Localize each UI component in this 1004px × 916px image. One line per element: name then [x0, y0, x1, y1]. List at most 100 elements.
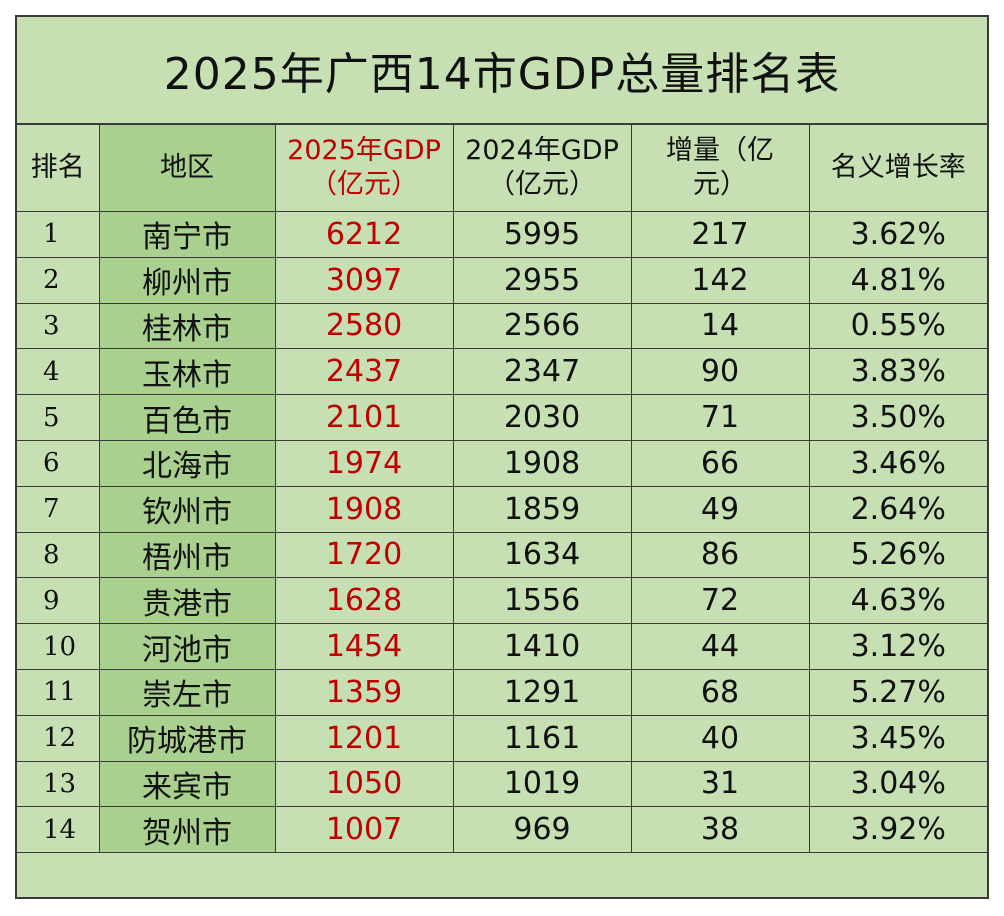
cell-gdp-2025: 2437: [274, 348, 454, 396]
table-row: 4 玉林市 2437 2347 90 3.83%: [17, 348, 987, 396]
table-row: 7 钦州市 1908 1859 49 2.64%: [17, 485, 987, 533]
cell-gdp-2024: 2347: [452, 348, 632, 396]
cell-growth-rate: 3.83%: [808, 348, 987, 396]
cell-rank: 3: [17, 302, 100, 350]
cell-growth-rate: 3.62%: [808, 211, 987, 258]
cell-region: 贺州市: [98, 806, 276, 854]
cell-rank: 11: [17, 668, 100, 716]
cell-region: 南宁市: [98, 211, 276, 258]
cell-growth-rate: 3.04%: [808, 760, 987, 808]
cell-growth-rate: 5.27%: [808, 668, 987, 716]
header-gdp-2025-line2: （亿元）: [310, 169, 418, 200]
table-row: 2 柳州市 3097 2955 142 4.81%: [17, 256, 987, 304]
cell-region: 河池市: [98, 623, 276, 670]
table-row: 3 桂林市 2580 2566 14 0.55%: [17, 302, 987, 350]
cell-region: 柳州市: [98, 256, 276, 304]
table-row: 5 百色市 2101 2030 71 3.50%: [17, 394, 987, 441]
cell-gdp-2025: 1908: [274, 485, 454, 533]
cell-rank: 8: [17, 531, 100, 579]
gdp-ranking-sheet: 2025年广西14市GDP总量排名表 排名 地区 2025年GDP （亿元） 2…: [15, 15, 989, 899]
cell-growth-rate: 2.64%: [808, 485, 987, 533]
cell-gdp-2024: 1556: [452, 577, 632, 625]
cell-region: 来宾市: [98, 760, 276, 808]
header-increase-line1: 增量（亿: [666, 135, 774, 166]
cell-increase: 14: [630, 302, 810, 350]
table-row: 12 防城港市 1201 1161 40 3.45%: [17, 714, 987, 762]
cell-growth-rate: 5.26%: [808, 531, 987, 579]
cell-gdp-2024: 2566: [452, 302, 632, 350]
cell-gdp-2024: 1410: [452, 623, 632, 670]
cell-increase: 44: [630, 623, 810, 670]
cell-growth-rate: 3.50%: [808, 394, 987, 441]
cell-region: 玉林市: [98, 348, 276, 396]
cell-increase: 72: [630, 577, 810, 625]
cell-gdp-2025: 3097: [274, 256, 454, 304]
cell-region: 北海市: [98, 439, 276, 487]
cell-growth-rate: 3.92%: [808, 806, 987, 854]
cell-gdp-2025: 6212: [274, 211, 454, 258]
cell-gdp-2025: 2101: [274, 394, 454, 441]
cell-gdp-2024: 969: [452, 806, 632, 854]
table-row: 8 梧州市 1720 1634 86 5.26%: [17, 531, 987, 579]
cell-gdp-2025: 1974: [274, 439, 454, 487]
cell-rank: 14: [17, 806, 100, 854]
cell-increase: 68: [630, 668, 810, 716]
table-row: 14 贺州市 1007 969 38 3.92%: [17, 806, 987, 854]
cell-gdp-2024: 1634: [452, 531, 632, 579]
cell-gdp-2025: 1007: [274, 806, 454, 854]
cell-increase: 86: [630, 531, 810, 579]
cell-increase: 40: [630, 714, 810, 762]
header-gdp-2025-line1: 2025年GDP: [287, 135, 441, 166]
cell-increase: 217: [630, 211, 810, 258]
cell-rank: 6: [17, 439, 100, 487]
header-growth-rate: 名义增长率: [808, 125, 987, 212]
cell-region: 百色市: [98, 394, 276, 441]
cell-gdp-2025: 1628: [274, 577, 454, 625]
table-row: 6 北海市 1974 1908 66 3.46%: [17, 439, 987, 487]
cell-gdp-2024: 1161: [452, 714, 632, 762]
cell-increase: 49: [630, 485, 810, 533]
cell-region: 钦州市: [98, 485, 276, 533]
table-row: 11 崇左市 1359 1291 68 5.27%: [17, 668, 987, 716]
header-gdp-2024-line1: 2024年GDP: [465, 135, 619, 166]
table-row: 1 南宁市 6212 5995 217 3.62%: [17, 211, 987, 258]
cell-gdp-2024: 1019: [452, 760, 632, 808]
cell-gdp-2024: 1859: [452, 485, 632, 533]
cell-region: 贵港市: [98, 577, 276, 625]
cell-region: 防城港市: [98, 714, 276, 762]
cell-growth-rate: 4.63%: [808, 577, 987, 625]
header-rank: 排名: [17, 125, 100, 212]
table-row: 10 河池市 1454 1410 44 3.12%: [17, 623, 987, 670]
cell-gdp-2024: 1291: [452, 668, 632, 716]
cell-region: 崇左市: [98, 668, 276, 716]
header-gdp-2024: 2024年GDP （亿元）: [452, 125, 632, 212]
table-row: 9 贵港市 1628 1556 72 4.63%: [17, 577, 987, 625]
cell-growth-rate: 0.55%: [808, 302, 987, 350]
cell-gdp-2025: 1050: [274, 760, 454, 808]
cell-region: 桂林市: [98, 302, 276, 350]
cell-rank: 2: [17, 256, 100, 304]
header-increase-line2: 元）: [693, 169, 747, 200]
cell-gdp-2025: 2580: [274, 302, 454, 350]
cell-gdp-2024: 2030: [452, 394, 632, 441]
cell-gdp-2024: 2955: [452, 256, 632, 304]
header-region: 地区: [98, 125, 276, 212]
table-row: 13 来宾市 1050 1019 31 3.04%: [17, 760, 987, 808]
empty-footer-row: [17, 852, 987, 894]
cell-rank: 13: [17, 760, 100, 808]
cell-gdp-2025: 1359: [274, 668, 454, 716]
cell-growth-rate: 4.81%: [808, 256, 987, 304]
cell-increase: 90: [630, 348, 810, 396]
cell-rank: 1: [17, 211, 100, 258]
cell-increase: 38: [630, 806, 810, 854]
cell-growth-rate: 3.12%: [808, 623, 987, 670]
cell-region: 梧州市: [98, 531, 276, 579]
cell-rank: 4: [17, 348, 100, 396]
cell-rank: 7: [17, 485, 100, 533]
header-increase: 增量（亿 元）: [630, 125, 810, 212]
empty-footer-cell: [17, 852, 987, 894]
cell-rank: 10: [17, 623, 100, 670]
cell-growth-rate: 3.46%: [808, 439, 987, 487]
header-row: 排名 地区 2025年GDP （亿元） 2024年GDP （亿元） 增量（亿 元…: [17, 125, 987, 212]
cell-gdp-2024: 1908: [452, 439, 632, 487]
